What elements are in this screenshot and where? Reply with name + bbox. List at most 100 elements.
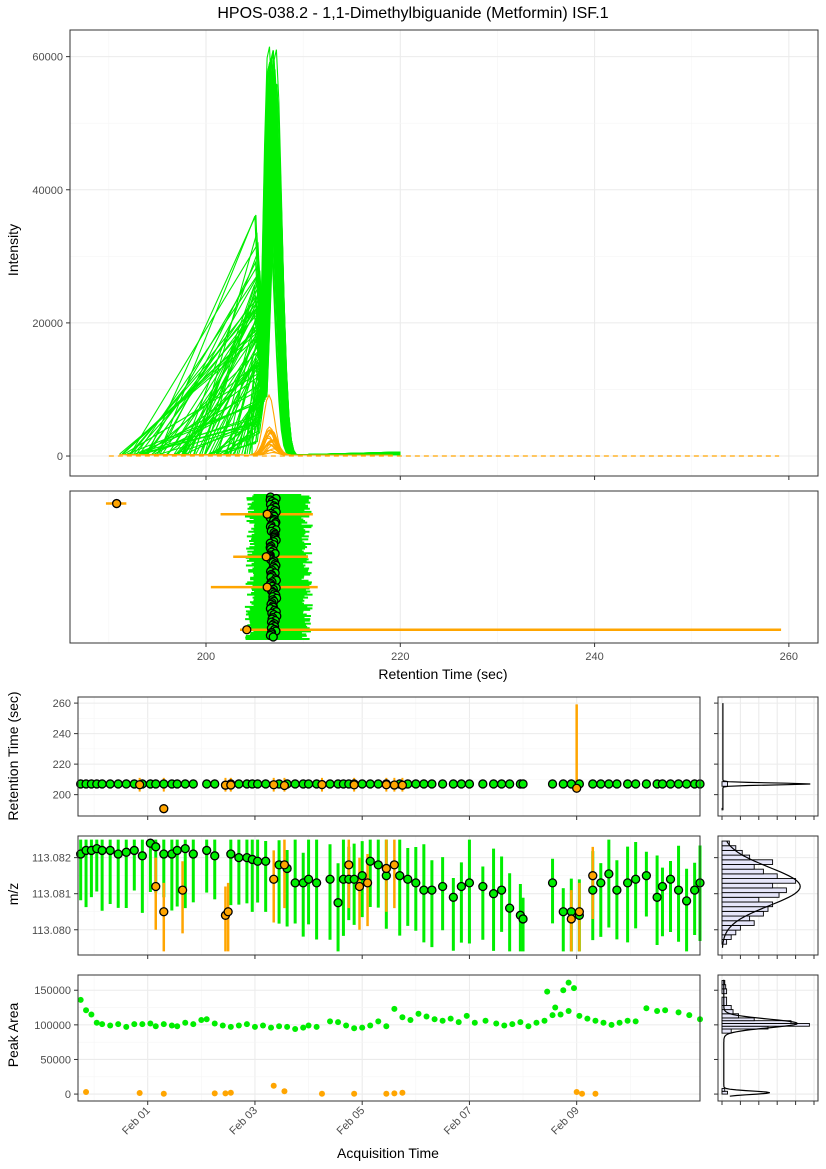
rt-apex-flagged: [111, 498, 122, 509]
rt-time-point-good: [151, 779, 161, 789]
mz-point-good: [403, 874, 413, 884]
area-point-good: [662, 1007, 669, 1014]
area-point-good: [99, 1021, 106, 1028]
mz-hist-bar: [721, 873, 778, 880]
mz-hist-bar: [721, 929, 737, 936]
area-point-flagged: [573, 1089, 580, 1095]
rt-time-point-good: [558, 779, 568, 789]
mz-point-flagged: [362, 878, 373, 888]
y-tick-label: 113.082: [32, 853, 71, 865]
mz-point-good: [261, 856, 271, 866]
rt-time-background: [78, 697, 700, 816]
mz-point-flagged: [381, 863, 391, 874]
mz-point-good: [226, 849, 236, 859]
mz-point-good: [558, 907, 568, 917]
area-point-good: [203, 1016, 210, 1023]
rt-time-point-good: [448, 779, 458, 789]
area-point-good: [219, 1022, 226, 1029]
area-point-good: [243, 1021, 250, 1028]
area-point-good: [359, 1024, 366, 1031]
mz-point-good: [151, 842, 161, 852]
area-point-good: [160, 1021, 167, 1028]
area-point-flagged: [83, 1089, 90, 1095]
rt-time-point-good: [604, 779, 614, 789]
mz-point-good: [665, 874, 676, 884]
rt-time-point-good: [210, 779, 220, 789]
rt-time-point-good: [665, 779, 676, 789]
area-point-good: [268, 1024, 275, 1031]
mz-point-good: [604, 869, 614, 879]
area-point-good: [565, 1008, 572, 1014]
mz-point-good: [113, 849, 123, 859]
eic-trace-flagged: [190, 429, 325, 456]
area-point-good: [654, 1008, 661, 1014]
rt-time-point-good: [303, 779, 314, 789]
area-point-good: [447, 1015, 454, 1022]
time-tick-label: Feb 07: [442, 1105, 475, 1138]
y-tick-label: 0: [65, 1089, 71, 1101]
time-tick-label: Feb 05: [335, 1105, 368, 1138]
area-point-good: [463, 1012, 470, 1019]
area-point-good: [152, 1023, 159, 1030]
rt-apex-flagged: [262, 509, 272, 519]
mz-hist-bar: [721, 910, 764, 917]
rt-time-point-good: [121, 779, 131, 789]
rt-time-point-good: [365, 779, 375, 789]
area-point-good: [576, 1012, 583, 1019]
area-point-good: [686, 1012, 693, 1019]
rt-time-point-good: [172, 779, 182, 789]
mz-point-good: [137, 851, 147, 861]
area-point-good: [493, 1020, 500, 1027]
area-point-flagged: [222, 1090, 229, 1097]
area-hist-density: [723, 979, 799, 1097]
mz-point-good: [641, 871, 652, 881]
rt-time-point-good: [612, 779, 622, 789]
rt-time-point-good: [105, 779, 115, 789]
area-histogram-panel: [714, 974, 819, 1105]
mz-hist-bar: [721, 882, 774, 889]
area-point-good: [544, 988, 551, 995]
area-point-good: [616, 1019, 623, 1026]
rt-time-point-good: [411, 779, 421, 789]
area-hist-bar: [721, 1088, 726, 1092]
area-point-flagged: [383, 1090, 390, 1097]
area-point-flagged: [399, 1089, 406, 1096]
mz-point-good: [657, 881, 668, 892]
rt-apex-flagged: [262, 582, 272, 592]
area-point-good: [399, 1014, 406, 1021]
area-point-flagged: [579, 1090, 586, 1097]
rt-vs-time-panel: 200 220 240 260: [53, 696, 705, 820]
time-tick-label: Feb 09: [549, 1105, 582, 1138]
area-point-good: [509, 1021, 516, 1028]
mz-hist-bar: [721, 878, 797, 884]
rt-apex-good: [268, 632, 278, 642]
y-tick-label: 113.081: [32, 889, 71, 901]
mz-point-good: [547, 878, 558, 888]
mz-point-good: [303, 874, 314, 884]
rt-time-point-good: [97, 779, 107, 789]
rt-time-point-flagged: [159, 804, 169, 814]
rt-time-point-flagged: [349, 780, 359, 790]
area-y-axis-title: Peak Area: [5, 1002, 21, 1067]
area-point-good: [383, 1023, 390, 1030]
area-hist-bar: [721, 1013, 740, 1019]
mz-point-good: [188, 849, 198, 859]
rt-time-point-good: [427, 779, 437, 789]
rt-time-point-good: [518, 779, 528, 789]
rt-time-point-good: [488, 779, 499, 789]
rt-y-axis-title: Retention Time (sec): [5, 691, 21, 820]
mz-point-flagged: [574, 907, 585, 917]
mz-point-good: [448, 892, 458, 902]
mz-point-good: [365, 856, 375, 866]
area-point-good: [525, 1023, 532, 1030]
mz-point-good: [333, 898, 343, 908]
area-point-flagged: [160, 1090, 167, 1097]
area-point-good: [131, 1021, 138, 1028]
mz-point-flagged: [177, 885, 188, 895]
area-point-good: [570, 985, 577, 992]
mz-point-flagged: [279, 860, 290, 870]
mz-hist-bar: [721, 896, 760, 903]
panel-border: [69, 490, 819, 644]
mz-point-flagged: [151, 881, 161, 892]
area-point-good: [560, 987, 567, 994]
